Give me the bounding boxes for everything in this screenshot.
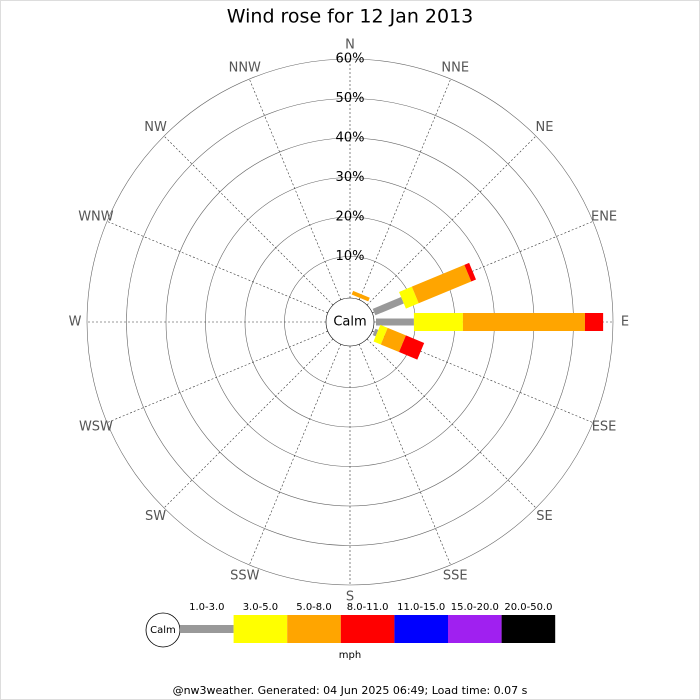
legend: 1.0-3.0 3.0-5.0 5.0-8.0 8.0-11.0 11.0-15.0 15… xyxy=(180,602,556,643)
direction-label: SE xyxy=(536,509,552,524)
grid-ring xyxy=(86,58,614,586)
direction-bars xyxy=(372,262,476,316)
legend-label: 15.0-20.0 xyxy=(451,602,499,613)
direction-label: SSE xyxy=(443,569,468,584)
direction-label: ESE xyxy=(592,420,617,435)
bar-segment xyxy=(411,264,472,304)
direction-label: SSW xyxy=(230,569,260,584)
bar-segment xyxy=(376,318,414,326)
bar-segment xyxy=(462,313,585,331)
direction-label: E xyxy=(621,315,629,330)
legend-swatch xyxy=(501,615,556,643)
direction-label: WSW xyxy=(79,420,113,435)
direction-label: N xyxy=(345,38,355,53)
r-tick-label: 30% xyxy=(336,170,365,185)
bar-segment xyxy=(372,297,404,316)
bar-segment xyxy=(372,328,379,337)
direction-label: NNE xyxy=(441,60,469,75)
direction-bars xyxy=(351,290,370,302)
r-tick-label: 20% xyxy=(336,210,365,225)
bar-segment xyxy=(351,290,370,302)
legend-swatch xyxy=(233,615,288,643)
footer: @nw3weather. Generated: 04 Jun 2025 06:4… xyxy=(173,684,528,697)
legend-swatch xyxy=(394,615,448,643)
direction-label: WNW xyxy=(78,209,114,224)
legend-swatch xyxy=(340,615,395,643)
direction-bars xyxy=(372,324,425,360)
direction-label: W xyxy=(69,315,82,330)
calm-circle xyxy=(325,297,375,347)
legend-label: 11.0-15.0 xyxy=(397,602,445,613)
direction-label: ENE xyxy=(591,209,617,224)
legend-label: 1.0-3.0 xyxy=(189,602,224,613)
r-tick-label: 60% xyxy=(336,52,365,67)
bar-segment xyxy=(373,324,388,345)
r-tick-label: 40% xyxy=(336,131,365,146)
legend-swatch xyxy=(448,615,502,643)
r-tick-label: 50% xyxy=(336,91,365,106)
legend-swatch xyxy=(287,615,341,643)
r-tick-label: 10% xyxy=(336,249,365,264)
bar-segment xyxy=(584,313,604,331)
legend-label: 3.0-5.0 xyxy=(243,602,278,613)
direction-label: NNW xyxy=(229,60,261,75)
unit-label: mph xyxy=(339,650,361,661)
legend-calm-label: Calm xyxy=(150,625,176,636)
bar-segment xyxy=(413,313,463,331)
bar-segment xyxy=(464,262,476,282)
legend-swatch xyxy=(180,625,234,633)
direction-label: NE xyxy=(535,120,553,135)
direction-label: NW xyxy=(144,120,167,135)
direction-label: SW xyxy=(145,509,166,524)
direction-bars xyxy=(376,313,604,331)
chart-title: Wind rose for 12 Jan 2013 xyxy=(227,6,474,28)
calm-label: Calm xyxy=(333,315,366,330)
legend-label: 8.0-11.0 xyxy=(347,602,389,613)
bar-segment xyxy=(380,327,406,353)
bar-segment xyxy=(399,335,425,360)
legend-label: 20.0-50.0 xyxy=(504,602,552,613)
direction-label: S xyxy=(346,590,354,605)
legend-label: 5.0-8.0 xyxy=(296,602,331,613)
bar-segment xyxy=(399,286,419,309)
